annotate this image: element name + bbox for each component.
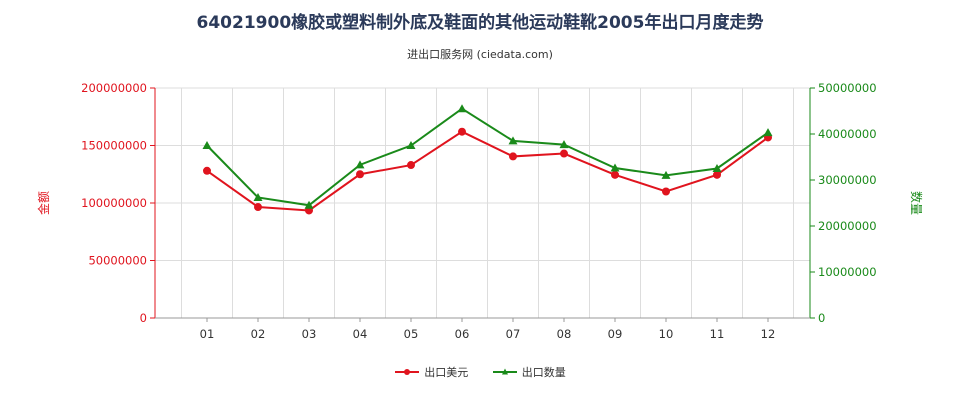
- data-point-quantity: [253, 192, 263, 201]
- legend-item-quantity[interactable]: 出口数量: [492, 364, 566, 380]
- x-tick-label: 11: [710, 327, 725, 341]
- right-tick-label: 30000000: [818, 173, 877, 187]
- legend-label-quantity: 出口数量: [521, 366, 566, 379]
- legend-swatch-quantity: [492, 368, 517, 375]
- data-point-usd: [713, 170, 721, 179]
- data-point-quantity: [202, 141, 212, 149]
- data-point-quantity: [457, 104, 467, 113]
- data-point-usd: [560, 149, 568, 158]
- left-tick-label: 150000000: [81, 139, 147, 153]
- data-point-usd: [662, 187, 670, 196]
- x-tick-label: 08: [557, 327, 572, 341]
- data-point-quantity: [610, 163, 620, 172]
- chart-subtitle: 进出口服务网 (ciedata.com): [407, 48, 553, 61]
- data-point-quantity: [355, 160, 365, 169]
- data-point-quantity: [406, 141, 416, 149]
- right-tick-label: 0: [818, 311, 825, 325]
- legend-item-usd[interactable]: 出口美元: [394, 364, 468, 380]
- legend: 出口美元 出口数量: [0, 364, 960, 380]
- data-point-quantity: [559, 140, 569, 149]
- left-tick-label: 200000000: [81, 81, 147, 95]
- data-point-quantity: [763, 128, 773, 137]
- data-point-quantity: [712, 164, 722, 172]
- data-point-quantity: [661, 170, 671, 179]
- data-point-usd: [203, 166, 211, 175]
- data-point-usd: [611, 170, 619, 179]
- right-axis-title: 数量: [909, 191, 924, 215]
- x-tick-label: 07: [506, 327, 521, 341]
- data-point-quantity: [304, 200, 314, 209]
- left-tick-label: 100000000: [81, 196, 147, 210]
- series-line-0: [206, 130, 769, 212]
- data-point-usd: [458, 127, 466, 136]
- x-tick-label: 01: [200, 327, 215, 341]
- data-point-usd: [356, 170, 364, 179]
- x-tick-label: 10: [659, 327, 674, 341]
- right-tick-label: 40000000: [818, 127, 877, 141]
- x-tick-label: 12: [761, 327, 776, 341]
- x-tick-label: 05: [404, 327, 419, 341]
- x-tick-label: 06: [455, 327, 470, 341]
- data-point-quantity: [508, 136, 518, 145]
- x-tick-label: 03: [302, 327, 317, 341]
- chart-title: 64021900橡胶或塑料制外底及鞋面的其他运动鞋靴2005年出口月度走势: [196, 13, 764, 33]
- right-tick-label: 20000000: [818, 219, 877, 233]
- left-tick-label: 0: [140, 311, 147, 325]
- data-point-usd: [509, 152, 517, 161]
- x-tick-label: 04: [353, 327, 368, 341]
- left-tick-label: 50000000: [88, 254, 147, 268]
- data-point-usd: [254, 203, 262, 212]
- series-line-1: [206, 107, 769, 207]
- left-axis-title: 金额: [36, 191, 51, 215]
- legend-swatch-usd: [395, 369, 420, 375]
- legend-label-usd: 出口美元: [424, 366, 469, 379]
- x-tick-label: 09: [608, 327, 623, 341]
- x-tick-label: 02: [251, 327, 266, 341]
- right-tick-label: 50000000: [818, 81, 877, 95]
- data-point-usd: [407, 161, 415, 170]
- right-tick-label: 10000000: [818, 265, 877, 279]
